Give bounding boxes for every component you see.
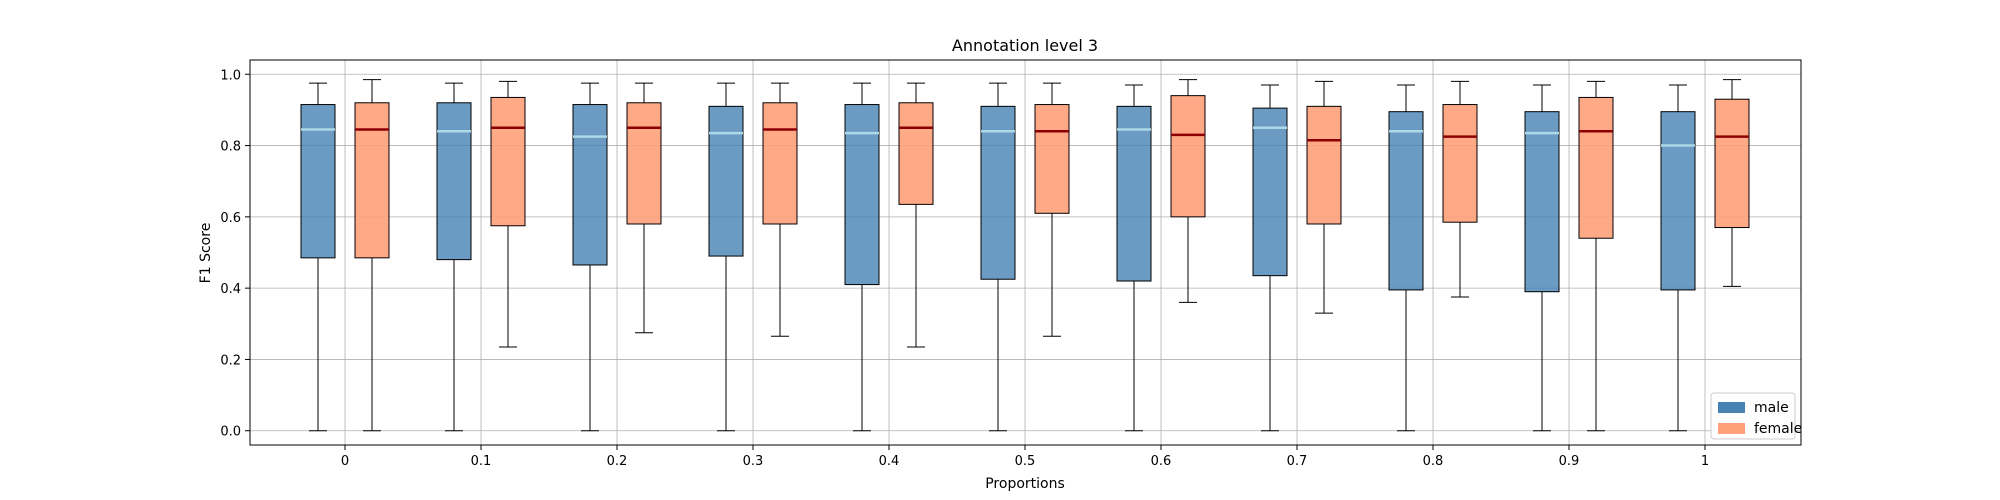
boxes (300, 79, 1750, 432)
x-tick-label: 0.9 (1559, 454, 1580, 469)
iqr-box (1252, 107, 1288, 277)
x-tick-label: 0.2 (607, 454, 628, 469)
y-tick-label: 0.8 (220, 140, 241, 155)
iqr-box (1660, 111, 1696, 291)
box-male-1 (1660, 84, 1696, 432)
x-tick-label: 0.8 (1423, 454, 1444, 469)
iqr-box (1388, 111, 1424, 291)
iqr-box (762, 102, 798, 225)
iqr-box (490, 96, 526, 227)
box-female-1 (1714, 79, 1750, 287)
box-male-0.7 (1252, 84, 1288, 432)
x-tick-label: 0.4 (879, 454, 900, 469)
grid (250, 60, 1801, 445)
iqr-box (626, 102, 662, 225)
iqr-box (708, 105, 744, 257)
x-tick-label: 0.5 (1015, 454, 1036, 469)
y-tick-label: 0.4 (220, 282, 241, 297)
legend-swatch-female (1718, 423, 1745, 434)
iqr-box (1714, 98, 1750, 229)
y-axis-label: F1 Score (198, 223, 214, 284)
box-female-0.9 (1578, 80, 1614, 432)
iqr-box (354, 102, 390, 259)
box-female-0.5 (1034, 82, 1070, 337)
iqr-box (1116, 105, 1152, 282)
box-female-0 (354, 79, 390, 432)
box-female-0.4 (898, 82, 934, 348)
iqr-box (572, 104, 608, 266)
y-tick-label: 0.0 (220, 425, 241, 440)
y-tick-label: 0.6 (220, 211, 241, 226)
box-male-0.4 (844, 82, 880, 432)
iqr-box (1306, 105, 1342, 225)
iqr-box (980, 105, 1016, 280)
box-male-0.3 (708, 82, 744, 432)
legend: male female (1710, 392, 1802, 440)
box-male-0.8 (1388, 84, 1424, 432)
box-male-0 (300, 82, 336, 432)
box-male-0.6 (1116, 84, 1152, 432)
iqr-box (1034, 104, 1070, 214)
legend-label-female: female (1754, 421, 1802, 437)
iqr-box (1524, 111, 1560, 293)
box-female-0.8 (1442, 80, 1478, 298)
box-male-0.1 (436, 82, 472, 432)
legend-swatch-male (1718, 402, 1745, 413)
box-male-0.5 (980, 82, 1016, 432)
x-tick-label: 0 (341, 454, 349, 469)
iqr-box (1442, 104, 1478, 223)
plot-frame (249, 59, 1802, 446)
x-tick-label: 0.7 (1287, 454, 1308, 469)
axes: 0.0 0.2 0.4 0.6 0.8 1.0 0 0.1 0.2 0.3 0.4 0.5 0.6 0.7… (220, 68, 1709, 469)
box-female-0.7 (1306, 80, 1342, 314)
iqr-box (300, 104, 336, 259)
x-tick-label: 0.6 (1151, 454, 1172, 469)
box-male-0.9 (1524, 84, 1560, 432)
x-tick-label: 1 (1701, 454, 1709, 469)
iqr-box (898, 102, 934, 205)
x-tick-label: 0.3 (743, 454, 764, 469)
y-tick-label: 1.0 (220, 68, 241, 83)
box-female-0.1 (490, 80, 526, 348)
box-female-0.2 (626, 82, 662, 334)
iqr-box (1170, 95, 1206, 218)
box-male-0.2 (572, 82, 608, 432)
iqr-box (1578, 96, 1614, 239)
box-female-0.3 (762, 82, 798, 337)
x-tick-label: 0.1 (471, 454, 492, 469)
x-axis-label: Proportions (985, 476, 1065, 492)
chart-title: Annotation level 3 (952, 36, 1098, 55)
y-tick-label: 0.2 (220, 353, 241, 368)
legend-label-male: male (1754, 400, 1789, 416)
iqr-box (844, 104, 880, 286)
iqr-box (436, 102, 472, 261)
box-female-0.6 (1170, 79, 1206, 303)
